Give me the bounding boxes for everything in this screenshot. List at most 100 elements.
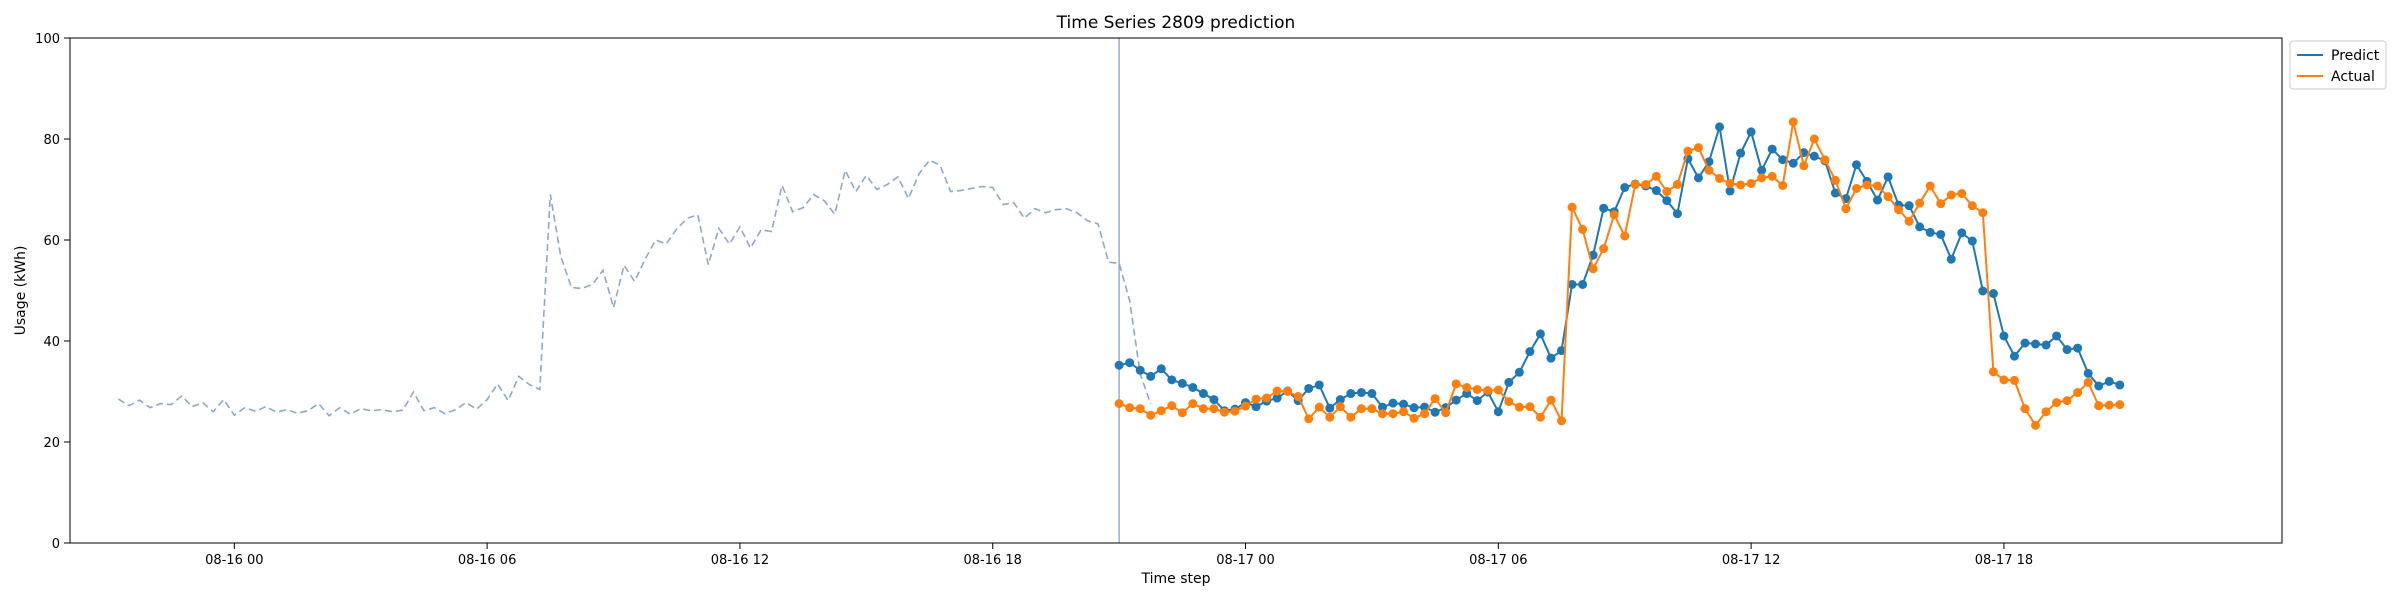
data-point-predict: [1851, 160, 1861, 170]
data-point-actual: [1704, 165, 1714, 175]
data-point-actual: [1219, 407, 1229, 417]
x-tick-label: 08-17 00: [1216, 553, 1274, 568]
data-point-actual: [1462, 382, 1472, 392]
data-point-predict: [1399, 399, 1409, 409]
data-point-actual: [1346, 412, 1356, 422]
data-point-predict: [1304, 383, 1314, 393]
x-tick-label: 08-17 12: [1722, 553, 1780, 568]
data-point-predict: [1377, 402, 1387, 412]
data-point-predict: [1778, 155, 1788, 165]
legend-label-actual: Actual: [2331, 69, 2375, 85]
series-line-actual: [1118, 121, 2120, 428]
data-point-actual: [1851, 183, 1861, 193]
data-point-predict: [1346, 389, 1356, 399]
data-point-predict: [2073, 343, 2083, 353]
data-point-predict: [2009, 351, 2019, 361]
data-point-actual: [1283, 387, 1293, 396]
data-point-actual: [1820, 155, 1830, 165]
data-point-actual: [2031, 420, 2041, 430]
data-point-actual: [1662, 187, 1672, 197]
data-point-predict: [1693, 173, 1703, 183]
data-point-predict: [1546, 353, 1556, 363]
data-point-predict: [1409, 403, 1419, 413]
data-point-actual: [1672, 179, 1682, 189]
data-point-actual: [1588, 264, 1598, 274]
data-point-actual: [1409, 413, 1419, 423]
data-point-actual: [1651, 171, 1661, 181]
data-point-predict: [1356, 388, 1366, 398]
data-point-actual: [1841, 204, 1851, 214]
data-point-predict: [1198, 389, 1208, 399]
x-tick-label: 08-16 06: [458, 553, 516, 568]
legend-label-predict: Predict: [2331, 48, 2380, 64]
data-point-actual: [2083, 377, 2093, 387]
x-tick-label: 08-16 12: [711, 553, 769, 568]
data-point-actual: [1535, 412, 1545, 422]
data-point-actual: [1746, 178, 1756, 188]
data-point-actual: [1188, 399, 1198, 409]
data-point-actual: [2041, 407, 2051, 417]
data-point-actual: [1715, 173, 1725, 183]
y-tick-label: 60: [43, 234, 60, 249]
data-point-predict: [1156, 364, 1166, 374]
x-tick-label: 08-16 18: [963, 553, 1021, 568]
x-axis-label: Time step: [1141, 571, 1211, 587]
data-point-predict: [1788, 158, 1798, 168]
data-point-predict: [1514, 367, 1524, 377]
data-point-actual: [1230, 406, 1240, 416]
data-point-actual: [1609, 210, 1619, 220]
data-point-predict: [1188, 382, 1198, 392]
data-point-predict: [1925, 227, 1935, 237]
data-point-predict: [1335, 395, 1345, 405]
data-point-actual: [1578, 224, 1588, 234]
data-point-actual: [1725, 178, 1735, 188]
data-point-actual: [1441, 408, 1451, 418]
data-point-actual: [1514, 402, 1524, 412]
data-point-predict: [1493, 407, 1503, 417]
data-point-predict: [1367, 389, 1377, 399]
data-point-predict: [2094, 381, 2104, 391]
data-point-actual: [1262, 393, 1272, 403]
data-point-predict: [1757, 165, 1767, 175]
data-point-predict: [1946, 254, 1956, 264]
data-point-actual: [1883, 192, 1893, 202]
data-point-predict: [1388, 398, 1398, 408]
data-point-actual: [1135, 404, 1145, 414]
data-point-predict: [1662, 196, 1672, 206]
data-point-actual: [1894, 205, 1904, 215]
data-point-actual: [1967, 201, 1977, 211]
data-point-predict: [1167, 375, 1177, 385]
data-point-actual: [1367, 404, 1377, 414]
data-point-actual: [1873, 181, 1883, 191]
data-point-predict: [1672, 209, 1682, 219]
data-point-actual: [1420, 409, 1430, 419]
data-point-actual: [1325, 412, 1335, 422]
data-point-actual: [1946, 190, 1956, 200]
data-point-actual: [1988, 367, 1998, 377]
data-point-predict: [2062, 345, 2072, 355]
data-point-actual: [2115, 400, 2125, 410]
data-point-actual: [2062, 396, 2072, 406]
data-point-predict: [1525, 347, 1535, 357]
data-point-predict: [2104, 376, 2114, 386]
data-point-actual: [1504, 397, 1514, 407]
x-tick-label: 08-17 06: [1469, 553, 1527, 568]
data-point-predict: [1504, 377, 1514, 387]
data-point-predict: [1957, 228, 1967, 238]
data-point-predict: [1736, 148, 1746, 158]
data-point-predict: [2052, 331, 2062, 341]
data-point-actual: [1251, 394, 1261, 404]
data-point-predict: [1967, 236, 1977, 246]
data-point-predict: [1135, 365, 1145, 375]
data-point-predict: [1809, 151, 1819, 161]
data-point-actual: [1799, 161, 1809, 171]
data-point-actual: [1546, 395, 1556, 405]
data-point-predict: [1936, 229, 1946, 239]
y-tick-label: 100: [35, 32, 60, 47]
data-point-predict: [1567, 279, 1577, 289]
data-point-predict: [2041, 340, 2051, 350]
x-tick-label: 08-16 00: [205, 553, 263, 568]
data-point-actual: [1809, 134, 1819, 144]
data-point-actual: [1830, 175, 1840, 185]
